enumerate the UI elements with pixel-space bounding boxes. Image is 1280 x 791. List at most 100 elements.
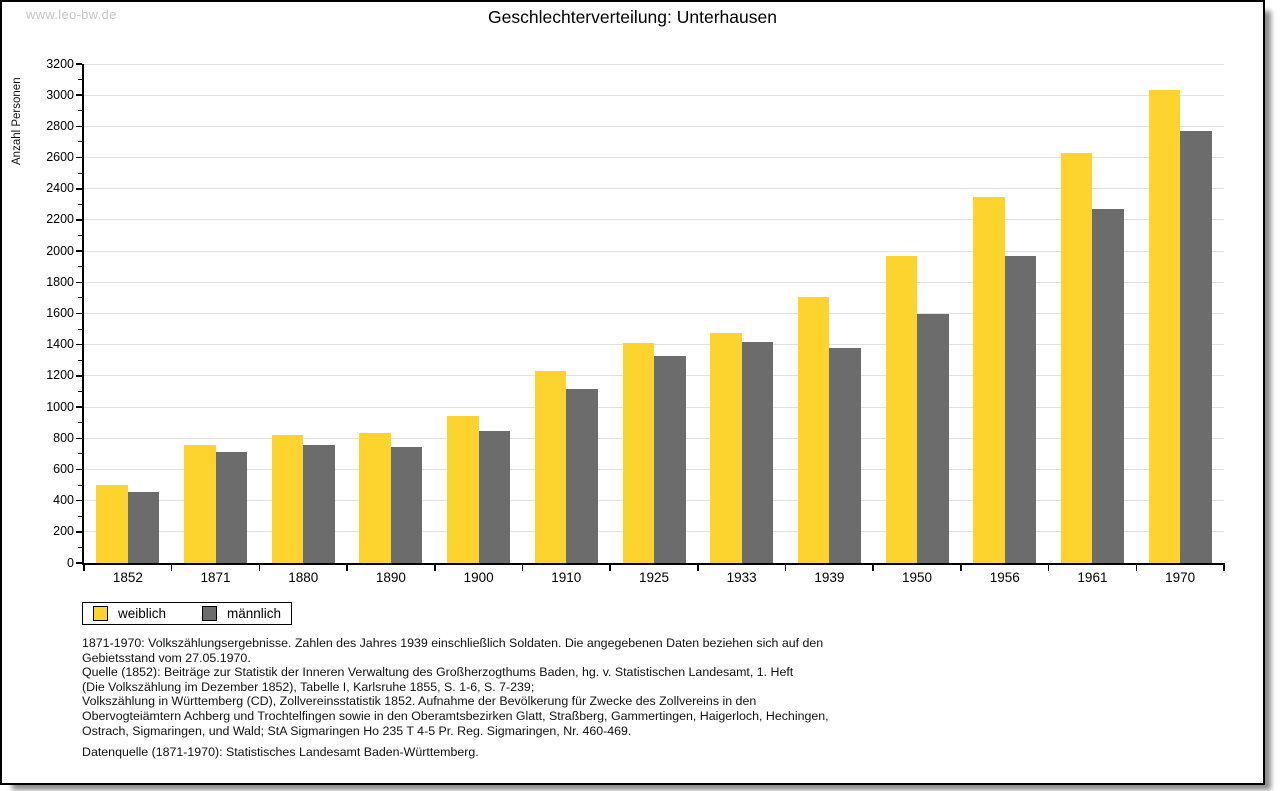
y-major-tick-400	[76, 499, 82, 502]
y-tick-label-600: 600	[53, 461, 74, 476]
gridline-2800	[84, 125, 1224, 127]
bar-männlich-1950	[917, 314, 949, 563]
y-tick-label-2200: 2200	[46, 212, 74, 227]
x-tick-13	[1223, 563, 1225, 571]
y-minor-tick-1300	[78, 359, 82, 361]
footnote-line-4: (Die Volkszählung im Dezember 1852), Tab…	[82, 679, 535, 694]
weiblich-swatch	[93, 606, 108, 621]
bar-weiblich-1880	[271, 435, 304, 563]
y-tick-label-400: 400	[53, 493, 74, 508]
gridline-2000	[84, 250, 1224, 252]
y-major-tick-1400	[76, 343, 82, 346]
gridline-3200	[84, 63, 1224, 65]
x-label-1925: 1925	[638, 570, 670, 585]
x-tick-4	[434, 563, 436, 571]
x-label-1961: 1961	[1077, 570, 1108, 585]
gridline-2200	[84, 219, 1224, 221]
chart-title: Geschlechterverteilung: Unterhausen	[488, 7, 777, 27]
x-tick-3	[346, 563, 348, 571]
bar-männlich-1900	[478, 431, 511, 563]
x-label-1900: 1900	[463, 570, 494, 585]
x-label-1871: 1871	[200, 570, 231, 585]
footnote-line-1: 1871-1970: Volkszählungsergebnisse. Zahl…	[82, 636, 824, 650]
x-tick-12	[1135, 563, 1138, 571]
x-label-1852: 1852	[112, 570, 143, 585]
bar-weiblich-1956	[973, 196, 1005, 563]
bar-weiblich-1933	[710, 333, 742, 563]
x-tick-0	[83, 563, 85, 571]
x-label-1880: 1880	[288, 570, 319, 585]
bar-weiblich-1950	[885, 255, 918, 563]
y-major-tick-3200	[76, 63, 82, 65]
bar-weiblich-1970	[1148, 89, 1181, 563]
y-minor-tick-700	[78, 453, 82, 455]
x-tick-8	[784, 563, 787, 571]
y-major-tick-600	[76, 468, 82, 471]
y-tick-label-2000: 2000	[46, 243, 74, 258]
footnote-line-5: Volkszählung in Württemberg (CD), Zollve…	[82, 694, 757, 709]
y-tick-label-200: 200	[53, 524, 74, 539]
x-tick-10	[960, 563, 962, 571]
bar-weiblich-1900	[447, 416, 479, 563]
x-tick-11	[1047, 563, 1050, 571]
bar-weiblich-1925	[622, 343, 654, 563]
y-tick-label-2400: 2400	[46, 181, 74, 196]
gridline-1400	[84, 344, 1224, 346]
bar-männlich-1939	[829, 347, 861, 563]
y-tick-label-3000: 3000	[46, 87, 74, 102]
legend-item-maennlich: männlich	[202, 606, 281, 621]
y-minor-tick-1100	[78, 390, 82, 392]
bar-männlich-1852	[127, 492, 160, 563]
x-tick-9	[872, 563, 874, 571]
footnote-lines-container: 1871-1970: Volkszählungsergebnisse. Zahl…	[82, 636, 1202, 738]
x-tick-1	[170, 563, 173, 571]
x-label-1970: 1970	[1165, 570, 1196, 585]
legend-item-weiblich: weiblich	[93, 606, 166, 621]
watermark-url: www.leo-bw.de	[26, 7, 117, 22]
y-tick-label-800: 800	[53, 430, 74, 445]
y-tick-label-2600: 2600	[46, 150, 74, 165]
bar-männlich-1890	[390, 446, 423, 563]
y-tick-label-1800: 1800	[46, 274, 74, 289]
gridline-2400	[84, 188, 1224, 190]
x-tick-2	[258, 563, 261, 571]
y-minor-tick-1700	[78, 297, 82, 299]
y-major-tick-1000	[76, 406, 82, 408]
x-tick-5	[521, 563, 524, 571]
bar-weiblich-1852	[96, 485, 128, 563]
maennlich-swatch	[202, 606, 218, 621]
y-minor-tick-2900	[78, 110, 82, 112]
y-minor-tick-2700	[78, 141, 82, 143]
x-label-1933: 1933	[726, 570, 757, 585]
legend-label-maennlich: männlich	[227, 606, 282, 621]
bar-männlich-1871	[215, 452, 248, 563]
bar-männlich-1933	[741, 342, 774, 563]
y-tick-label-2800: 2800	[46, 118, 74, 133]
y-tick-label-1000: 1000	[46, 399, 74, 414]
bar-männlich-1880	[303, 444, 335, 563]
x-label-1950: 1950	[902, 570, 933, 585]
y-minor-tick-900	[78, 422, 82, 424]
y-minor-tick-500	[78, 484, 82, 486]
footnote-line-7: Ostrach, Sigmaringen, und Wald; StA Sigm…	[82, 723, 632, 738]
bar-weiblich-1961	[1060, 152, 1093, 563]
gridline-2600	[84, 157, 1224, 159]
y-major-tick-2600	[76, 156, 82, 159]
y-major-tick-200	[76, 531, 82, 533]
y-minor-tick-100	[78, 546, 82, 548]
y-minor-tick-1500	[78, 328, 82, 330]
y-major-tick-1800	[76, 281, 82, 284]
bar-weiblich-1939	[797, 297, 830, 563]
y-minor-tick-300	[78, 515, 82, 517]
bar-weiblich-1871	[184, 444, 216, 563]
plot-area: 0 200 400 600 800 1000 1200 1400 1600 1800 2000 220…	[46, 57, 1225, 585]
bar-weiblich-1890	[359, 432, 391, 563]
x-tick-6	[609, 563, 611, 571]
y-major-tick-1600	[76, 312, 82, 315]
y-major-tick-3000	[76, 94, 82, 96]
legend: weiblich männlich	[82, 602, 293, 625]
x-tick-7	[697, 563, 699, 571]
y-major-tick-2200	[76, 219, 82, 221]
footnote-line-2: Gebietsstand vom 27.05.1970.	[82, 650, 251, 665]
